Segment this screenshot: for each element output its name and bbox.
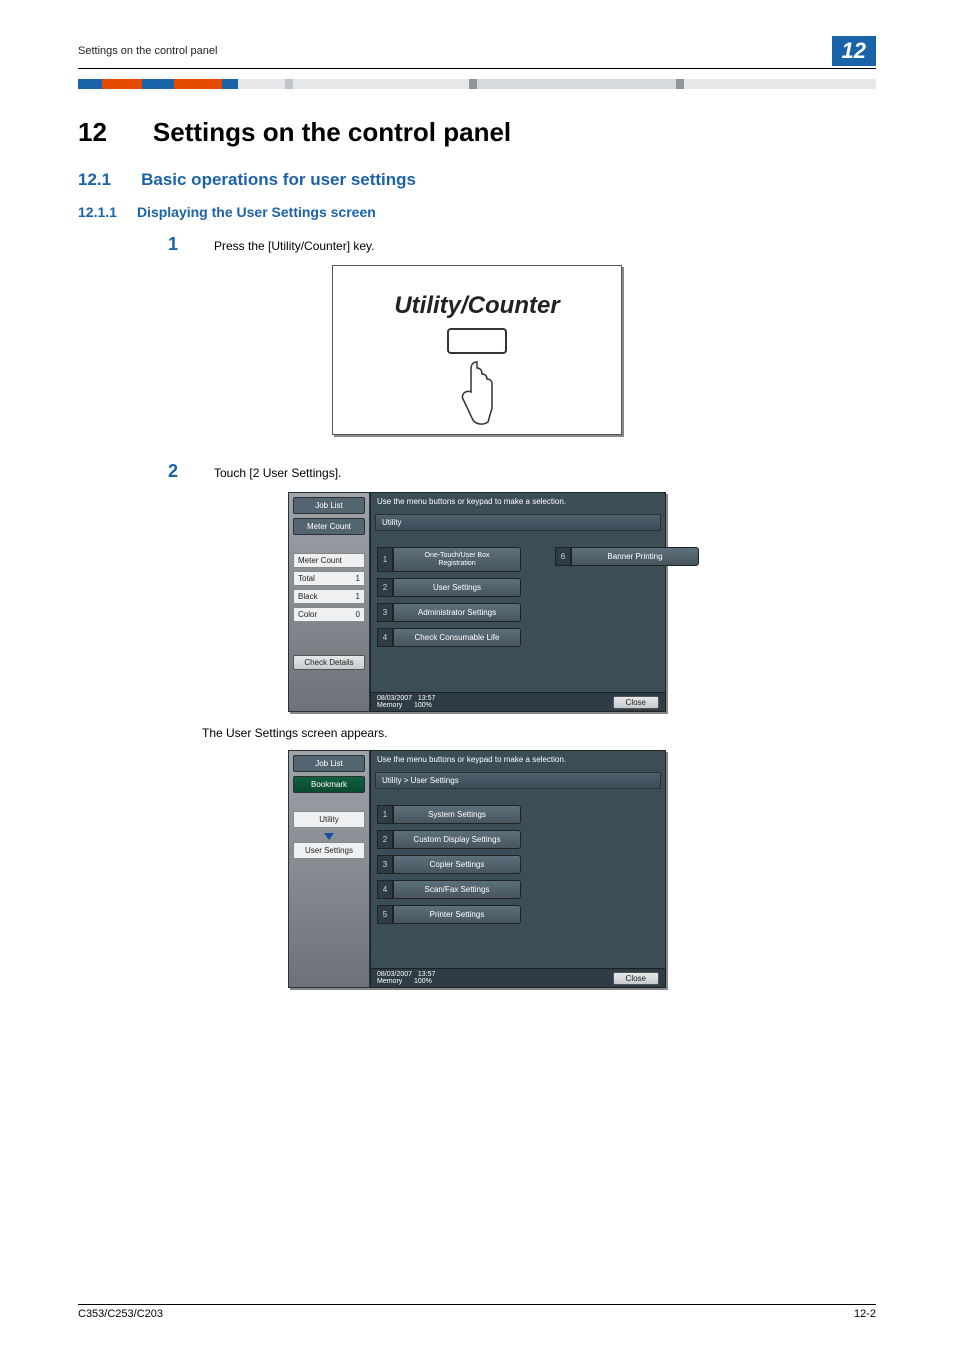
menu-num: 3 (377, 603, 393, 622)
menu-num: 1 (377, 805, 393, 824)
step1-number: 1 (168, 234, 186, 255)
panel1-footer-mem-label: Memory (377, 702, 402, 709)
menu-item-scan-fax-settings[interactable]: Scan/Fax Settings (393, 880, 521, 899)
meter-total-value: 1 (356, 574, 360, 583)
menu-item-administrator-settings[interactable]: Administrator Settings (393, 603, 521, 622)
user-settings-screen: Job List Bookmark Utility User Settings … (288, 750, 666, 988)
panel2-instruction: Use the menu buttons or keypad to make a… (371, 751, 665, 764)
job-list-tab-2[interactable]: Job List (293, 755, 365, 772)
job-list-tab[interactable]: Job List (293, 497, 365, 514)
menu-num: 4 (377, 628, 393, 647)
decor-bar (78, 79, 876, 89)
menu-item-system-settings[interactable]: System Settings (393, 805, 521, 824)
utility-counter-illustration: Utility/Counter (332, 265, 622, 435)
step2-number: 2 (168, 461, 186, 482)
finger-icon (452, 358, 502, 428)
panel2-footer-mem-value: 100% (414, 978, 432, 985)
panel2-close-button[interactable]: Close (613, 972, 659, 985)
chapter-badge: 12 (832, 36, 876, 66)
menu-num: 1 (377, 547, 393, 572)
running-head: Settings on the control panel (78, 45, 217, 57)
menu-item-check-consumable-life[interactable]: Check Consumable Life (393, 628, 521, 647)
panel2-breadcrumb: Utility > User Settings (375, 772, 661, 789)
meter-total: Total 1 (293, 571, 365, 586)
utility-screen: Job List Meter Count Meter Count Total 1… (288, 492, 666, 712)
panel2-footer-time: 13:57 (418, 971, 436, 978)
meter-color: Color 0 (293, 607, 365, 622)
h1-number: 12 (78, 117, 107, 148)
menu-num: 2 (377, 578, 393, 597)
menu-item-printer-settings[interactable]: Printer Settings (393, 905, 521, 924)
crumb-user-settings[interactable]: User Settings (293, 842, 365, 859)
step1-text: Press the [Utility/Counter] key. (214, 239, 375, 253)
menu-num: 6 (555, 547, 571, 566)
menu-num: 2 (377, 830, 393, 849)
illus-title: Utility/Counter (333, 292, 621, 320)
menu-item-one-touch-user-box-registration[interactable]: One-Touch/User BoxRegistration (393, 547, 521, 572)
h2-number: 12.1 (78, 170, 111, 190)
footer-left: C353/C253/C203 (78, 1308, 163, 1320)
meter-count-label: Meter Count (293, 553, 365, 568)
panel1-close-button[interactable]: Close (613, 696, 659, 709)
panel1-footer-time: 13:57 (418, 695, 436, 702)
h3-title: Displaying the User Settings screen (137, 204, 376, 220)
check-details-button[interactable]: Check Details (293, 655, 365, 670)
panel1-breadcrumb: Utility (375, 514, 661, 531)
step2-text: Touch [2 User Settings]. (214, 466, 341, 480)
menu-num: 3 (377, 855, 393, 874)
panel1-footer-date: 08/03/2007 (377, 695, 412, 702)
meter-total-label: Total (298, 574, 315, 583)
menu-num: 5 (377, 905, 393, 924)
menu-item-banner-printing[interactable]: Banner Printing (571, 547, 699, 566)
menu-num: 4 (377, 880, 393, 899)
meter-black-label: Black (298, 592, 318, 601)
meter-color-value: 0 (356, 610, 360, 619)
panel2-footer-date: 08/03/2007 (377, 971, 412, 978)
utility-counter-key[interactable] (447, 328, 507, 354)
panel1-footer-mem-value: 100% (414, 702, 432, 709)
menu-item-custom-display-settings[interactable]: Custom Display Settings (393, 830, 521, 849)
crumb-utility[interactable]: Utility (293, 811, 365, 828)
footer-right: 12-2 (854, 1308, 876, 1320)
meter-black-value: 1 (356, 592, 360, 601)
menu-item-user-settings[interactable]: User Settings (393, 578, 521, 597)
h2-title: Basic operations for user settings (141, 170, 416, 190)
meter-count-tab[interactable]: Meter Count (293, 518, 365, 535)
h3-number: 12.1.1 (78, 204, 117, 220)
h1-title: Settings on the control panel (153, 117, 511, 148)
panel1-instruction: Use the menu buttons or keypad to make a… (371, 493, 665, 506)
panel2-footer-mem-label: Memory (377, 978, 402, 985)
meter-color-label: Color (298, 610, 317, 619)
body-text: The User Settings screen appears. (202, 726, 876, 740)
arrow-down-icon (324, 833, 334, 840)
bookmark-tab[interactable]: Bookmark (293, 776, 365, 793)
meter-black: Black 1 (293, 589, 365, 604)
menu-item-copier-settings[interactable]: Copier Settings (393, 855, 521, 874)
